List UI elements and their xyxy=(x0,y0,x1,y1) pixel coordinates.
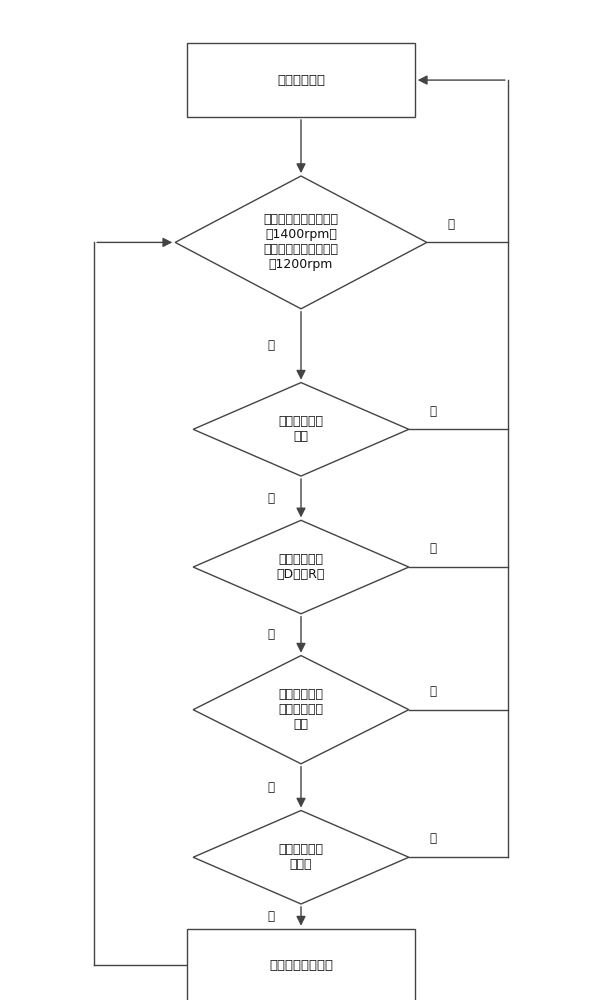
Text: 是: 是 xyxy=(267,492,275,505)
Text: 是: 是 xyxy=(267,628,275,641)
Text: 制动踏板是否
松开: 制动踏板是否 松开 xyxy=(279,415,323,443)
Text: 否: 否 xyxy=(429,832,436,845)
Text: 否: 否 xyxy=(429,685,436,698)
Polygon shape xyxy=(193,811,409,904)
Text: 正常驾驶模式: 正常驾驶模式 xyxy=(277,74,325,87)
Text: 是否无整车禁
止扭矩输出的
故障: 是否无整车禁 止扭矩输出的 故障 xyxy=(279,688,323,731)
Polygon shape xyxy=(193,383,409,476)
Text: 是: 是 xyxy=(267,339,275,352)
Polygon shape xyxy=(193,520,409,614)
Text: 挡位信号是否
为D挡或R挡: 挡位信号是否 为D挡或R挡 xyxy=(277,553,325,581)
Text: 否: 否 xyxy=(429,542,436,555)
Text: 进入防止溜坡模式: 进入防止溜坡模式 xyxy=(269,959,333,972)
Text: 否: 否 xyxy=(447,218,455,231)
Text: 是: 是 xyxy=(267,781,275,794)
Text: 转速上升且转速是否低
于1400rpm或
转速下降且转速是否低
于1200rpm: 转速上升且转速是否低 于1400rpm或 转速下降且转速是否低 于1200rpm xyxy=(264,213,338,271)
Polygon shape xyxy=(175,176,427,309)
Text: 否: 否 xyxy=(429,405,436,418)
Text: 是: 是 xyxy=(267,910,275,923)
Text: 是否无电池安
全故障: 是否无电池安 全故障 xyxy=(279,843,323,871)
Polygon shape xyxy=(193,656,409,764)
FancyBboxPatch shape xyxy=(187,43,415,117)
FancyBboxPatch shape xyxy=(187,929,415,1000)
